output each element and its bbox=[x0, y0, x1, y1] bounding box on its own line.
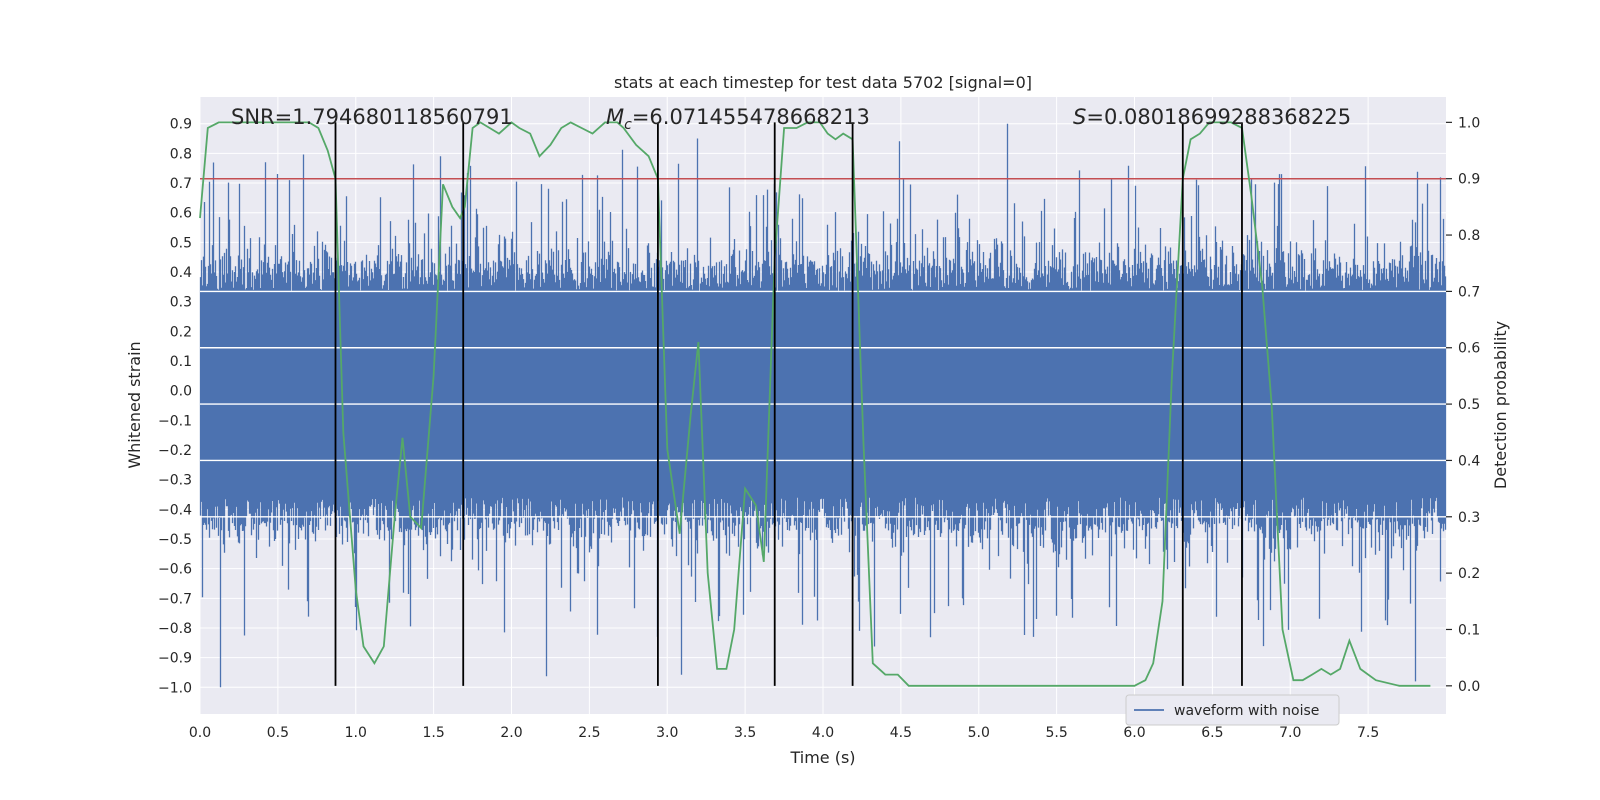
y-left-tick-label-10: −0.1 bbox=[158, 413, 192, 429]
y-right-tick-label-9: 0.1 bbox=[1458, 622, 1480, 638]
y-right-tick-label-7: 0.3 bbox=[1458, 510, 1480, 526]
legend-waveform-label: waveform with noise bbox=[1174, 703, 1319, 719]
x-tick-label-12: 6.0 bbox=[1123, 725, 1145, 741]
y-left-tick-label-12: −0.3 bbox=[158, 473, 192, 489]
x-axis-label: Time (s) bbox=[789, 748, 855, 767]
y-left-tick-label-1: 0.8 bbox=[170, 146, 192, 162]
x-tick-label-4: 2.0 bbox=[500, 725, 522, 741]
detection-markers bbox=[334, 122, 1243, 686]
probability-series bbox=[199, 121, 1446, 687]
x-axis-ticks: 0.0 0.5 1.0 1.5 2.0 2.5 3.0 3.5 4.0 4.5 5.0 5.5 6.0 6… bbox=[189, 725, 1379, 741]
y-left-tick-label-15: −0.6 bbox=[158, 562, 192, 578]
s-annotation: S=0.08018699288368225 bbox=[1073, 105, 1351, 129]
x-tick-label-8: 4.0 bbox=[812, 725, 834, 741]
y-left-tick-label-13: −0.4 bbox=[158, 502, 192, 518]
x-tick-label-10: 5.0 bbox=[968, 725, 990, 741]
y-right-tick-label-3: 0.7 bbox=[1458, 284, 1480, 300]
y-right-tick-label-2: 0.8 bbox=[1458, 228, 1480, 244]
chart-title: stats at each timestep for test data 570… bbox=[614, 73, 1032, 92]
y-left-tick-label-5: 0.4 bbox=[170, 265, 192, 281]
y-left-tick-label-17: −0.8 bbox=[158, 621, 192, 637]
x-tick-label-13: 6.5 bbox=[1201, 725, 1223, 741]
x-tick-label-15: 7.5 bbox=[1357, 725, 1379, 741]
y-left-tick-label-8: 0.1 bbox=[170, 354, 192, 370]
snr-annotation: SNR=1.794680118560791 bbox=[231, 105, 513, 129]
chirp-mass-value: =6.071455478668213 bbox=[632, 105, 870, 129]
y-right-tick-label-4: 0.6 bbox=[1458, 341, 1480, 357]
y-left-tick-label-9: 0.0 bbox=[170, 384, 192, 400]
y-left-tick-label-16: −0.7 bbox=[158, 591, 192, 607]
s-value: =0.08018699288368225 bbox=[1086, 105, 1351, 129]
x-tick-label-11: 5.5 bbox=[1045, 725, 1067, 741]
y-left-tick-label-19: −1.0 bbox=[158, 680, 192, 696]
x-tick-label-9: 4.5 bbox=[890, 725, 912, 741]
y-left-tick-label-14: −0.5 bbox=[158, 532, 192, 548]
s-symbol: S bbox=[1073, 105, 1086, 129]
legend: waveform with noise bbox=[1125, 694, 1340, 726]
y-right-tick-label-8: 0.2 bbox=[1458, 566, 1480, 582]
y-left-tick-label-3: 0.6 bbox=[170, 206, 192, 222]
y-left-tick-label-4: 0.5 bbox=[170, 235, 192, 251]
y-right-axis-ticks: 1.0 0.9 0.8 0.7 0.6 0.5 0.4 0.3 0.2 0.1 0.0 bbox=[1446, 115, 1480, 695]
y-left-tick-label-11: −0.2 bbox=[158, 443, 192, 459]
x-tick-label-0: 0.0 bbox=[189, 725, 211, 741]
y-right-tick-label-5: 0.5 bbox=[1458, 397, 1480, 413]
y-left-axis-ticks: 0.9 0.8 0.7 0.6 0.5 0.4 0.3 0.2 0.1 0.0 −0.1 −0.2 −0… bbox=[158, 117, 192, 697]
y-right-tick-label-0: 1.0 bbox=[1458, 115, 1480, 131]
x-tick-label-6: 3.0 bbox=[656, 725, 678, 741]
y-right-axis-label: Detection probability bbox=[1491, 321, 1510, 489]
y-right-tick-label-10: 0.0 bbox=[1458, 679, 1480, 695]
waveform-series bbox=[199, 123, 1447, 688]
y-left-tick-label-6: 0.3 bbox=[170, 295, 192, 311]
chirp-mass-annotation: Mc=6.071455478668213 bbox=[606, 105, 870, 133]
x-tick-label-3: 1.5 bbox=[422, 725, 444, 741]
x-tick-label-1: 0.5 bbox=[267, 725, 289, 741]
x-tick-label-7: 3.5 bbox=[734, 725, 756, 741]
chirp-mass-symbol: M bbox=[606, 105, 624, 129]
y-left-tick-label-0: 0.9 bbox=[170, 117, 192, 133]
y-left-tick-label-2: 0.7 bbox=[170, 176, 192, 192]
y-left-tick-label-7: 0.2 bbox=[170, 324, 192, 340]
y-right-tick-label-6: 0.4 bbox=[1458, 453, 1480, 469]
x-tick-label-5: 2.5 bbox=[578, 725, 600, 741]
chirp-mass-subscript: c bbox=[624, 117, 632, 133]
y-left-tick-label-18: −0.9 bbox=[158, 651, 192, 667]
probability-line bbox=[199, 121, 1431, 687]
x-tick-label-14: 7.0 bbox=[1279, 725, 1301, 741]
y-right-tick-label-1: 0.9 bbox=[1458, 172, 1480, 188]
y-left-axis-label: Whitened strain bbox=[125, 341, 144, 468]
x-tick-label-2: 1.0 bbox=[345, 725, 367, 741]
legend-box bbox=[1125, 694, 1340, 726]
waveform-trace bbox=[199, 123, 1447, 688]
